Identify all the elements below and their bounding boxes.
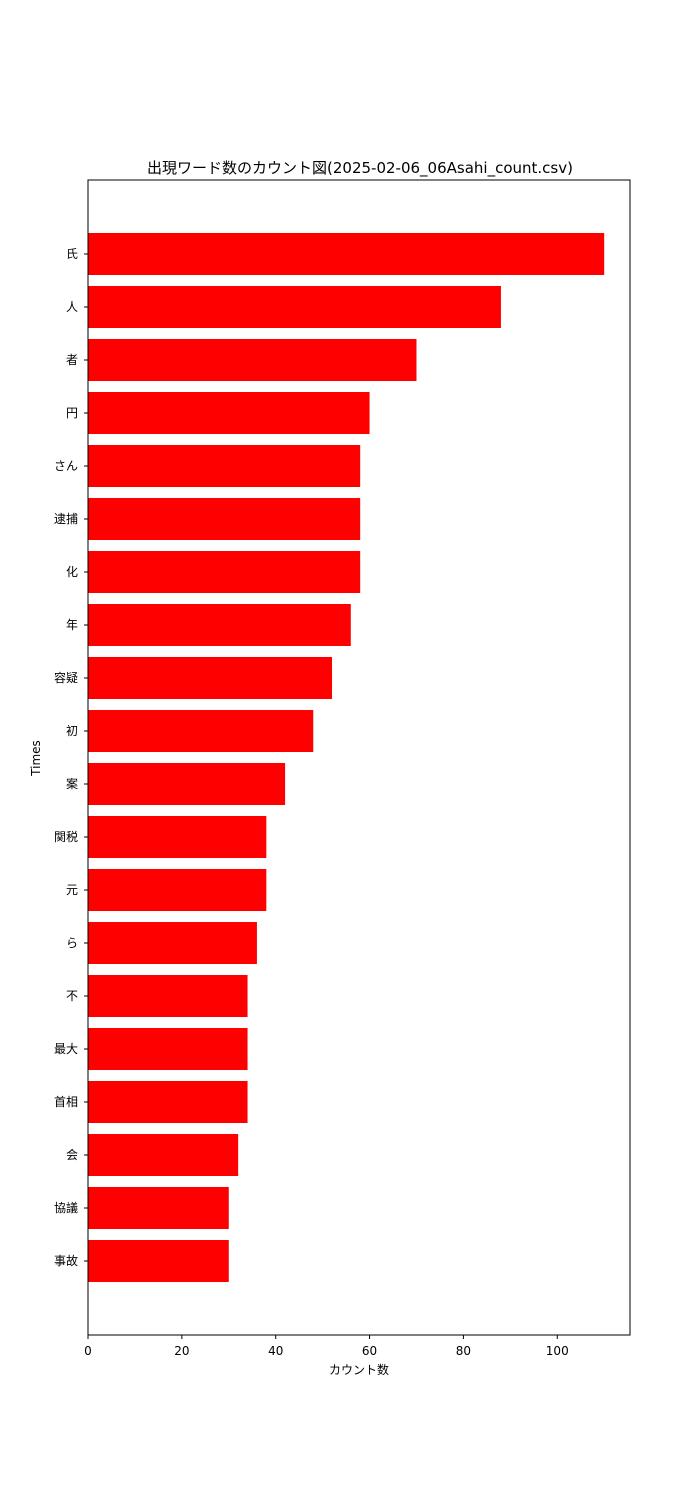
bar-12 [88,869,267,911]
plot-frame [87,179,631,1336]
bar-16 [88,1081,248,1123]
y-tick-label: 関税 [54,830,78,844]
bar-2 [88,339,417,381]
x-tick-label: 80 [456,1344,471,1358]
x-axis-ticks: 0 20 40 60 80 100 [84,1335,569,1358]
y-tick-label: ら [66,936,78,950]
bar-8 [88,657,333,699]
bar-7 [88,604,351,646]
x-tick-label: 40 [268,1344,283,1358]
y-tick-label: 化 [66,565,78,579]
x-tick-label: 20 [174,1344,189,1358]
bar-6 [88,551,361,593]
y-tick-label: 円 [66,406,78,420]
bar-13 [88,922,257,964]
bar-5 [88,498,361,540]
y-tick-label: 首相 [54,1095,78,1109]
bar-9 [88,710,314,752]
y-tick-label: 事故 [54,1253,78,1268]
bar-1 [88,286,501,328]
x-axis-label: カウント数 [329,1362,389,1377]
bar-17 [88,1134,239,1176]
y-tick-label: 逮捕 [54,511,78,526]
y-tick-label: 案 [66,776,78,791]
bars-group [88,233,605,1282]
y-tick-label: 人 [66,300,78,314]
y-tick-label: 氏 [66,247,78,261]
y-tick-label: 元 [66,883,78,897]
bar-4 [88,445,361,487]
y-tick-label: 者 [66,353,78,367]
bar-19 [88,1240,229,1282]
y-tick-label: 協議 [54,1200,78,1215]
y-tick-label: 最大 [54,1042,78,1056]
x-tick-label: 60 [362,1344,377,1358]
bar-3 [88,392,370,434]
bar-14 [88,975,248,1017]
y-tick-label: 容疑 [54,670,78,685]
bar-11 [88,816,267,858]
y-tick-label: さん [54,459,78,473]
y-tick-label: 年 [66,618,78,632]
y-tick-label: 初 [66,724,78,738]
chart-title: 出現ワード数のカウント図(2025-02-06_06Asahi_count.cs… [147,159,573,178]
y-tick-label: 不 [66,989,78,1003]
y-tick-label: 会 [66,1148,78,1162]
bar-10 [88,763,286,805]
x-tick-label: 0 [84,1344,92,1358]
bar-18 [88,1187,229,1229]
bar-15 [88,1028,248,1070]
x-tick-label: 100 [546,1344,569,1358]
bar-0 [88,233,605,275]
y-axis-label: Times [29,740,43,777]
